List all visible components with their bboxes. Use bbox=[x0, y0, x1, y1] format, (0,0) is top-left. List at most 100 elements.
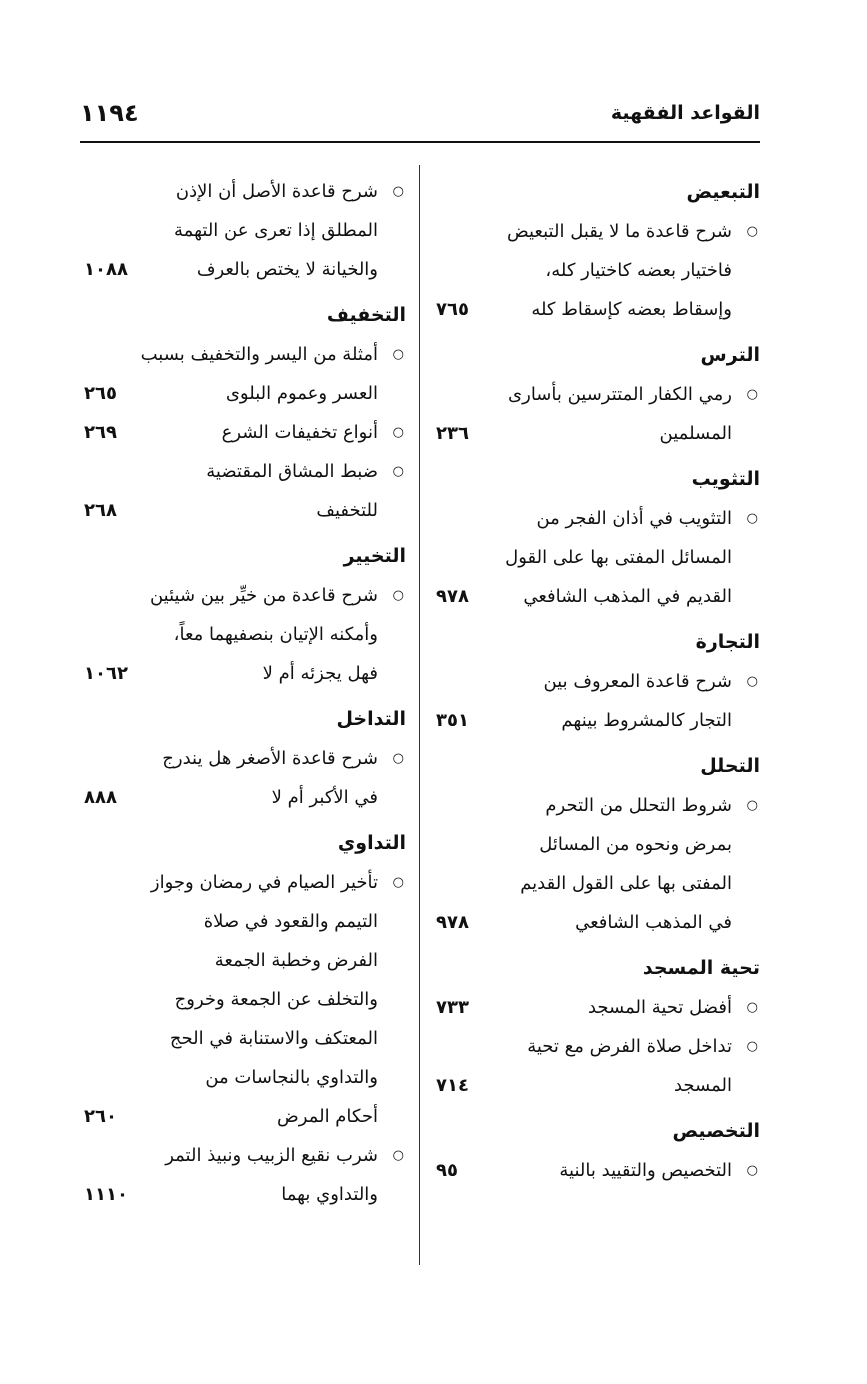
entry-line: أفضل تحية المسجد ○ ٧٣٣ bbox=[430, 988, 760, 1027]
entry-line: للتخفيف ٢٦٨ bbox=[78, 491, 406, 530]
bullet-circle-icon: ○ bbox=[746, 1039, 758, 1054]
entry-text-content: في الأكبر أم لا bbox=[271, 787, 378, 808]
section-heading: تحية المسجد bbox=[642, 957, 760, 979]
entry-line: والخيانة لا يختص بالعرف ١٠٨٨ bbox=[78, 250, 406, 289]
entry-line: شروط التحلل من التحرم ○ bbox=[430, 786, 760, 825]
entry-line: بمرض ونحوه من المسائل bbox=[430, 825, 760, 864]
entry-line: المسجد ٧١٤ bbox=[430, 1066, 760, 1105]
entry-text: تأخير الصيام في رمضان وجواز ○ bbox=[151, 863, 406, 902]
entry-page-number: ٩٥ bbox=[436, 1160, 458, 1181]
entry-line: شرح قاعدة الأصغر هل يندرج ○ bbox=[78, 739, 406, 778]
index-entry: شرح قاعدة ما لا يقبل التبعيض ○ فاختيار بعض… bbox=[430, 212, 760, 329]
entry-text-content: للتخفيف bbox=[316, 500, 378, 521]
entry-text: في الأكبر أم لا bbox=[272, 778, 406, 817]
entry-text-content: المسائل المفتى بها على القول bbox=[505, 547, 732, 568]
entry-text: وإسقاط بعضه كإسقاط كله bbox=[531, 290, 760, 329]
bullet-circle-icon: ○ bbox=[746, 1000, 758, 1015]
entry-line: أنواع تخفيفات الشرع ○ ٢٦٩ bbox=[78, 413, 406, 452]
index-section: التحلل شروط التحلل من التحرم ○ بمرض ونحوه م… bbox=[430, 746, 760, 942]
entry-line: شرح قاعدة من خيِّر بين شيئين ○ bbox=[78, 576, 406, 615]
entry-text: أمثلة من اليسر والتخفيف بسبب ○ bbox=[141, 335, 406, 374]
entry-text: التثويب في أذان الفجر من ○ bbox=[536, 499, 760, 538]
section-heading: التحلل bbox=[700, 755, 760, 777]
bullet-circle-icon: ○ bbox=[746, 387, 758, 402]
index-entry: شرب نقيع الزبيب ونبيذ التمر ○ والتداوي بهم… bbox=[78, 1136, 406, 1214]
entry-line: المعتكف والاستنابة في الحج bbox=[78, 1019, 406, 1058]
index-entry: التثويب في أذان الفجر من ○ المسائل المفتى … bbox=[430, 499, 760, 616]
index-entry: أفضل تحية المسجد ○ ٧٣٣ bbox=[430, 988, 760, 1027]
entry-line: رمي الكفار المتترسين بأسارى ○ bbox=[430, 375, 760, 414]
entry-line: ضبط المشاق المقتضية ○ bbox=[78, 452, 406, 491]
index-section: التداوي تأخير الصيام في رمضان وجواز ○ التيم… bbox=[78, 823, 406, 1214]
entry-text-content: فهل يجزئه أم لا bbox=[262, 663, 378, 684]
index-entry: تداخل صلاة الفرض مع تحية ○ المسجد ٧١٤ bbox=[430, 1027, 760, 1105]
entry-text: تداخل صلاة الفرض مع تحية ○ bbox=[527, 1027, 760, 1066]
entry-text-content: وأمكنه الإتيان بنصفيهما معاً، bbox=[173, 624, 378, 645]
entry-text-content: شرح قاعدة المعروف بين bbox=[543, 671, 732, 692]
entry-text-content: القديم في المذهب الشافعي bbox=[523, 586, 732, 607]
entry-line: والتداوي بالنجاسات من bbox=[78, 1058, 406, 1097]
index-section: تحية المسجد أفضل تحية المسجد ○ ٧٣٣ تداخل صلا… bbox=[430, 948, 760, 1105]
entry-text: والخيانة لا يختص بالعرف bbox=[197, 250, 406, 289]
entry-page-number: ٢٦٩ bbox=[84, 422, 117, 443]
index-section: التخفيف أمثلة من اليسر والتخفيف بسبب ○ العس… bbox=[78, 295, 406, 530]
entry-line: والتداوي بهما ١١١٠ bbox=[78, 1175, 406, 1214]
section-heading: الترس bbox=[700, 344, 760, 366]
entry-text-content: الفرض وخطبة الجمعة bbox=[214, 950, 378, 971]
index-entry: تأخير الصيام في رمضان وجواز ○ التيمم والقع… bbox=[78, 863, 406, 1136]
index-section: التجارة شرح قاعدة المعروف بين ○ التجار كالم… bbox=[430, 622, 760, 740]
page-header: ١١٩٤ القواعد الفقهية bbox=[80, 96, 760, 130]
entry-page-number: ٩٧٨ bbox=[436, 586, 469, 607]
entry-text-content: المعتكف والاستنابة في الحج bbox=[169, 1028, 378, 1049]
section-heading: التداوي bbox=[337, 832, 406, 854]
bullet-circle-icon: ○ bbox=[746, 511, 758, 526]
entry-line: المفتى بها على القول القديم bbox=[430, 864, 760, 903]
bullet-circle-icon: ○ bbox=[392, 464, 404, 479]
entry-text: التخصيص والتقييد بالنية ○ bbox=[559, 1151, 760, 1190]
entry-text: شروط التحلل من التحرم ○ bbox=[545, 786, 760, 825]
entry-line: وإسقاط بعضه كإسقاط كله ٧٦٥ bbox=[430, 290, 760, 329]
bullet-circle-icon: ○ bbox=[392, 1148, 404, 1163]
index-section: الترس رمي الكفار المتترسين بأسارى ○ المسلمي… bbox=[430, 335, 760, 453]
index-entry: شرح قاعدة الأصل أن الإذن ○ المطلق إذا تعرى… bbox=[78, 172, 406, 289]
entry-text: شرح قاعدة المعروف بين ○ bbox=[543, 662, 760, 701]
entry-text: المفتى بها على القول القديم bbox=[520, 864, 760, 903]
entry-line: في المذهب الشافعي ٩٧٨ bbox=[430, 903, 760, 942]
entry-text-content: تأخير الصيام في رمضان وجواز bbox=[150, 872, 378, 893]
entry-text-content: شرب نقيع الزبيب ونبيذ التمر bbox=[165, 1145, 378, 1166]
entry-text-content: التيمم والقعود في صلاة bbox=[203, 911, 378, 932]
entry-text-content: والخيانة لا يختص بالعرف bbox=[196, 259, 378, 280]
entry-text: شرح قاعدة ما لا يقبل التبعيض ○ bbox=[507, 212, 760, 251]
index-section: التخصيص التخصيص والتقييد بالنية ○ ٩٥ bbox=[430, 1111, 760, 1190]
entry-text-content: والتخلف عن الجمعة وخروج bbox=[174, 989, 378, 1010]
entry-text-content: المفتى بها على القول القديم bbox=[520, 873, 732, 894]
bullet-circle-icon: ○ bbox=[392, 184, 404, 199]
entry-text-content: التخصيص والتقييد بالنية bbox=[559, 1160, 732, 1181]
section-heading: التخصيص bbox=[672, 1120, 761, 1142]
entry-line: شرب نقيع الزبيب ونبيذ التمر ○ bbox=[78, 1136, 406, 1175]
entry-line: والتخلف عن الجمعة وخروج bbox=[78, 980, 406, 1019]
index-section: التخيير شرح قاعدة من خيِّر بين شيئين ○ وأمك… bbox=[78, 536, 406, 693]
entry-text: بمرض ونحوه من المسائل bbox=[539, 825, 760, 864]
index-entry: شرح قاعدة من خيِّر بين شيئين ○ وأمكنه الإت… bbox=[78, 576, 406, 693]
index-entry: رمي الكفار المتترسين بأسارى ○ المسلمين ٢٣٦ bbox=[430, 375, 760, 453]
bullet-circle-icon: ○ bbox=[746, 1163, 758, 1178]
entry-line: التجار كالمشروط بينهم ٣٥١ bbox=[430, 701, 760, 740]
entry-line: تأخير الصيام في رمضان وجواز ○ bbox=[78, 863, 406, 902]
entry-text: المسلمين bbox=[660, 414, 760, 453]
entry-line: وأمكنه الإتيان بنصفيهما معاً، bbox=[78, 615, 406, 654]
entry-text: التيمم والقعود في صلاة bbox=[204, 902, 406, 941]
entry-page-number: ١١١٠ bbox=[84, 1184, 128, 1205]
section-heading: التخفيف bbox=[326, 304, 406, 326]
entry-text-content: شرح قاعدة الأصغر هل يندرج bbox=[162, 748, 378, 769]
entry-line: القديم في المذهب الشافعي ٩٧٨ bbox=[430, 577, 760, 616]
entry-text-content: في المذهب الشافعي bbox=[575, 912, 732, 933]
entry-page-number: ١٠٨٨ bbox=[84, 259, 128, 280]
index-entry: أنواع تخفيفات الشرع ○ ٢٦٩ bbox=[78, 413, 406, 452]
entry-text: القديم في المذهب الشافعي bbox=[523, 577, 760, 616]
index-entry: ضبط المشاق المقتضية ○ للتخفيف ٢٦٨ bbox=[78, 452, 406, 530]
bullet-circle-icon: ○ bbox=[392, 875, 404, 890]
index-section: التثويب التثويب في أذان الفجر من ○ المسائل … bbox=[430, 459, 760, 616]
index-entry: أمثلة من اليسر والتخفيف بسبب ○ العسر وعموم… bbox=[78, 335, 406, 413]
entry-text-content: أفضل تحية المسجد bbox=[587, 997, 732, 1018]
